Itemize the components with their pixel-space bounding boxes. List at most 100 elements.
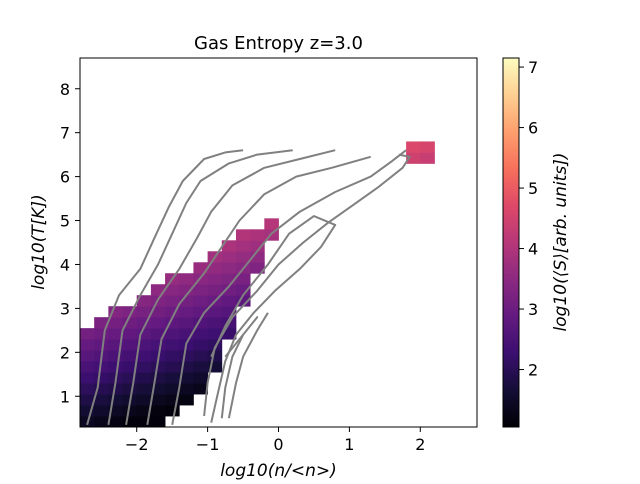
heatmap-cell (221, 240, 237, 252)
y-tick-label: 2 (60, 343, 70, 362)
heatmap-cell (221, 273, 237, 285)
heatmap-cell (221, 262, 237, 274)
y-tick-label: 6 (60, 168, 70, 187)
heatmap-cell (207, 328, 223, 340)
heatmap-cell (179, 306, 194, 318)
heatmap-cell (179, 317, 194, 329)
heatmap-cell (179, 350, 194, 362)
heatmap-cell (207, 361, 223, 373)
heatmap-cell (179, 361, 194, 373)
heatmap-cell (136, 339, 152, 351)
heatmap-cell (165, 383, 180, 395)
heatmap-cell (150, 405, 166, 417)
heatmap-cell (179, 284, 194, 296)
heatmap-cell (136, 416, 152, 427)
heatmap-cell (235, 229, 251, 241)
heatmap-cell (250, 251, 265, 263)
heatmap-cell (235, 284, 251, 296)
heatmap-cell (94, 372, 109, 384)
heatmap-cell (165, 361, 180, 373)
heatmap-cell (136, 405, 152, 417)
contour-lines (86, 149, 411, 426)
heatmap-cell (193, 284, 209, 296)
heatmap-cell (136, 306, 152, 318)
heatmap-cell (406, 141, 421, 153)
colorbar-tick-label: 6 (528, 119, 538, 138)
heatmap-cell (94, 383, 109, 395)
heatmap-cell (264, 218, 279, 230)
heatmap-cell (235, 240, 251, 252)
heatmap-cell (193, 339, 209, 351)
heatmap-cell (420, 152, 435, 164)
heatmap-cell (207, 273, 223, 285)
colorbar-tick-label: 3 (528, 300, 538, 319)
y-axis: 1 2 3 4 5 6 7 8 (60, 80, 80, 406)
x-tick-label: 2 (415, 435, 425, 454)
heatmap-cell (165, 317, 180, 329)
x-axis-label: log10(n/<n>) (220, 461, 337, 480)
heatmap-cell (221, 284, 237, 296)
heatmap-cell (207, 339, 223, 351)
x-tick-label: 0 (273, 435, 283, 454)
heatmap-cell (221, 328, 237, 340)
heatmap-cell (165, 295, 180, 307)
heatmap-cell (150, 394, 166, 406)
contour-line (146, 155, 371, 425)
heatmap-cell (122, 416, 138, 427)
heatmap-cell (150, 339, 166, 351)
heatmap-cell (165, 372, 180, 384)
y-tick-label: 7 (60, 124, 70, 143)
heatmap-cell (122, 350, 138, 362)
heatmap-cell (221, 295, 237, 307)
contour-line (220, 316, 259, 419)
x-tick-label: −2 (125, 435, 149, 454)
heatmap-cell (108, 339, 123, 351)
y-tick-label: 4 (60, 255, 70, 274)
heatmap-cell (165, 394, 180, 406)
heatmap-cell (108, 317, 123, 329)
heatmap-cell (122, 339, 138, 351)
heatmap-cell (94, 317, 109, 329)
heatmap-cell (80, 339, 95, 351)
heatmap-cell (136, 394, 152, 406)
heatmap-cell (108, 405, 123, 417)
heatmap-cell (250, 229, 265, 241)
heatmap-cell (179, 372, 194, 384)
contour-line (227, 312, 269, 419)
heatmap-cell (165, 339, 180, 351)
heatmap-cell (193, 383, 209, 395)
heatmap-cell (94, 328, 109, 340)
heatmap-cell (80, 361, 95, 373)
heatmap-cell (165, 328, 180, 340)
heatmap-cell (136, 295, 152, 307)
x-tick-label: −1 (196, 435, 220, 454)
y-tick-label: 5 (60, 212, 70, 231)
heatmap-cell (108, 361, 123, 373)
heatmap-cell (108, 416, 123, 427)
y-tick-label: 8 (60, 80, 70, 99)
heatmap-cell (165, 284, 180, 296)
heatmap-cell (136, 317, 152, 329)
heatmap-cell (207, 317, 223, 329)
heatmap-cell (136, 372, 152, 384)
heatmap-cell (150, 416, 166, 427)
colorbar-tick-label: 4 (528, 240, 538, 259)
heatmap-cell (193, 350, 209, 362)
heatmap-cell (193, 262, 209, 274)
colorbar-tick-label: 7 (528, 58, 538, 77)
contour-line (107, 149, 293, 425)
heatmap-cell (221, 306, 237, 318)
y-tick-label: 1 (60, 387, 70, 406)
heatmap-cell (179, 295, 194, 307)
heatmap-cell (235, 251, 251, 263)
heatmap-cell (179, 383, 194, 395)
heatmap-cell (420, 141, 435, 153)
heatmap-cell (80, 372, 95, 384)
heatmap-cell (165, 405, 180, 417)
heatmap-cell (193, 372, 209, 384)
heatmap-cell (122, 372, 138, 384)
heatmap-cell (207, 284, 223, 296)
heatmap-cell (406, 152, 421, 164)
